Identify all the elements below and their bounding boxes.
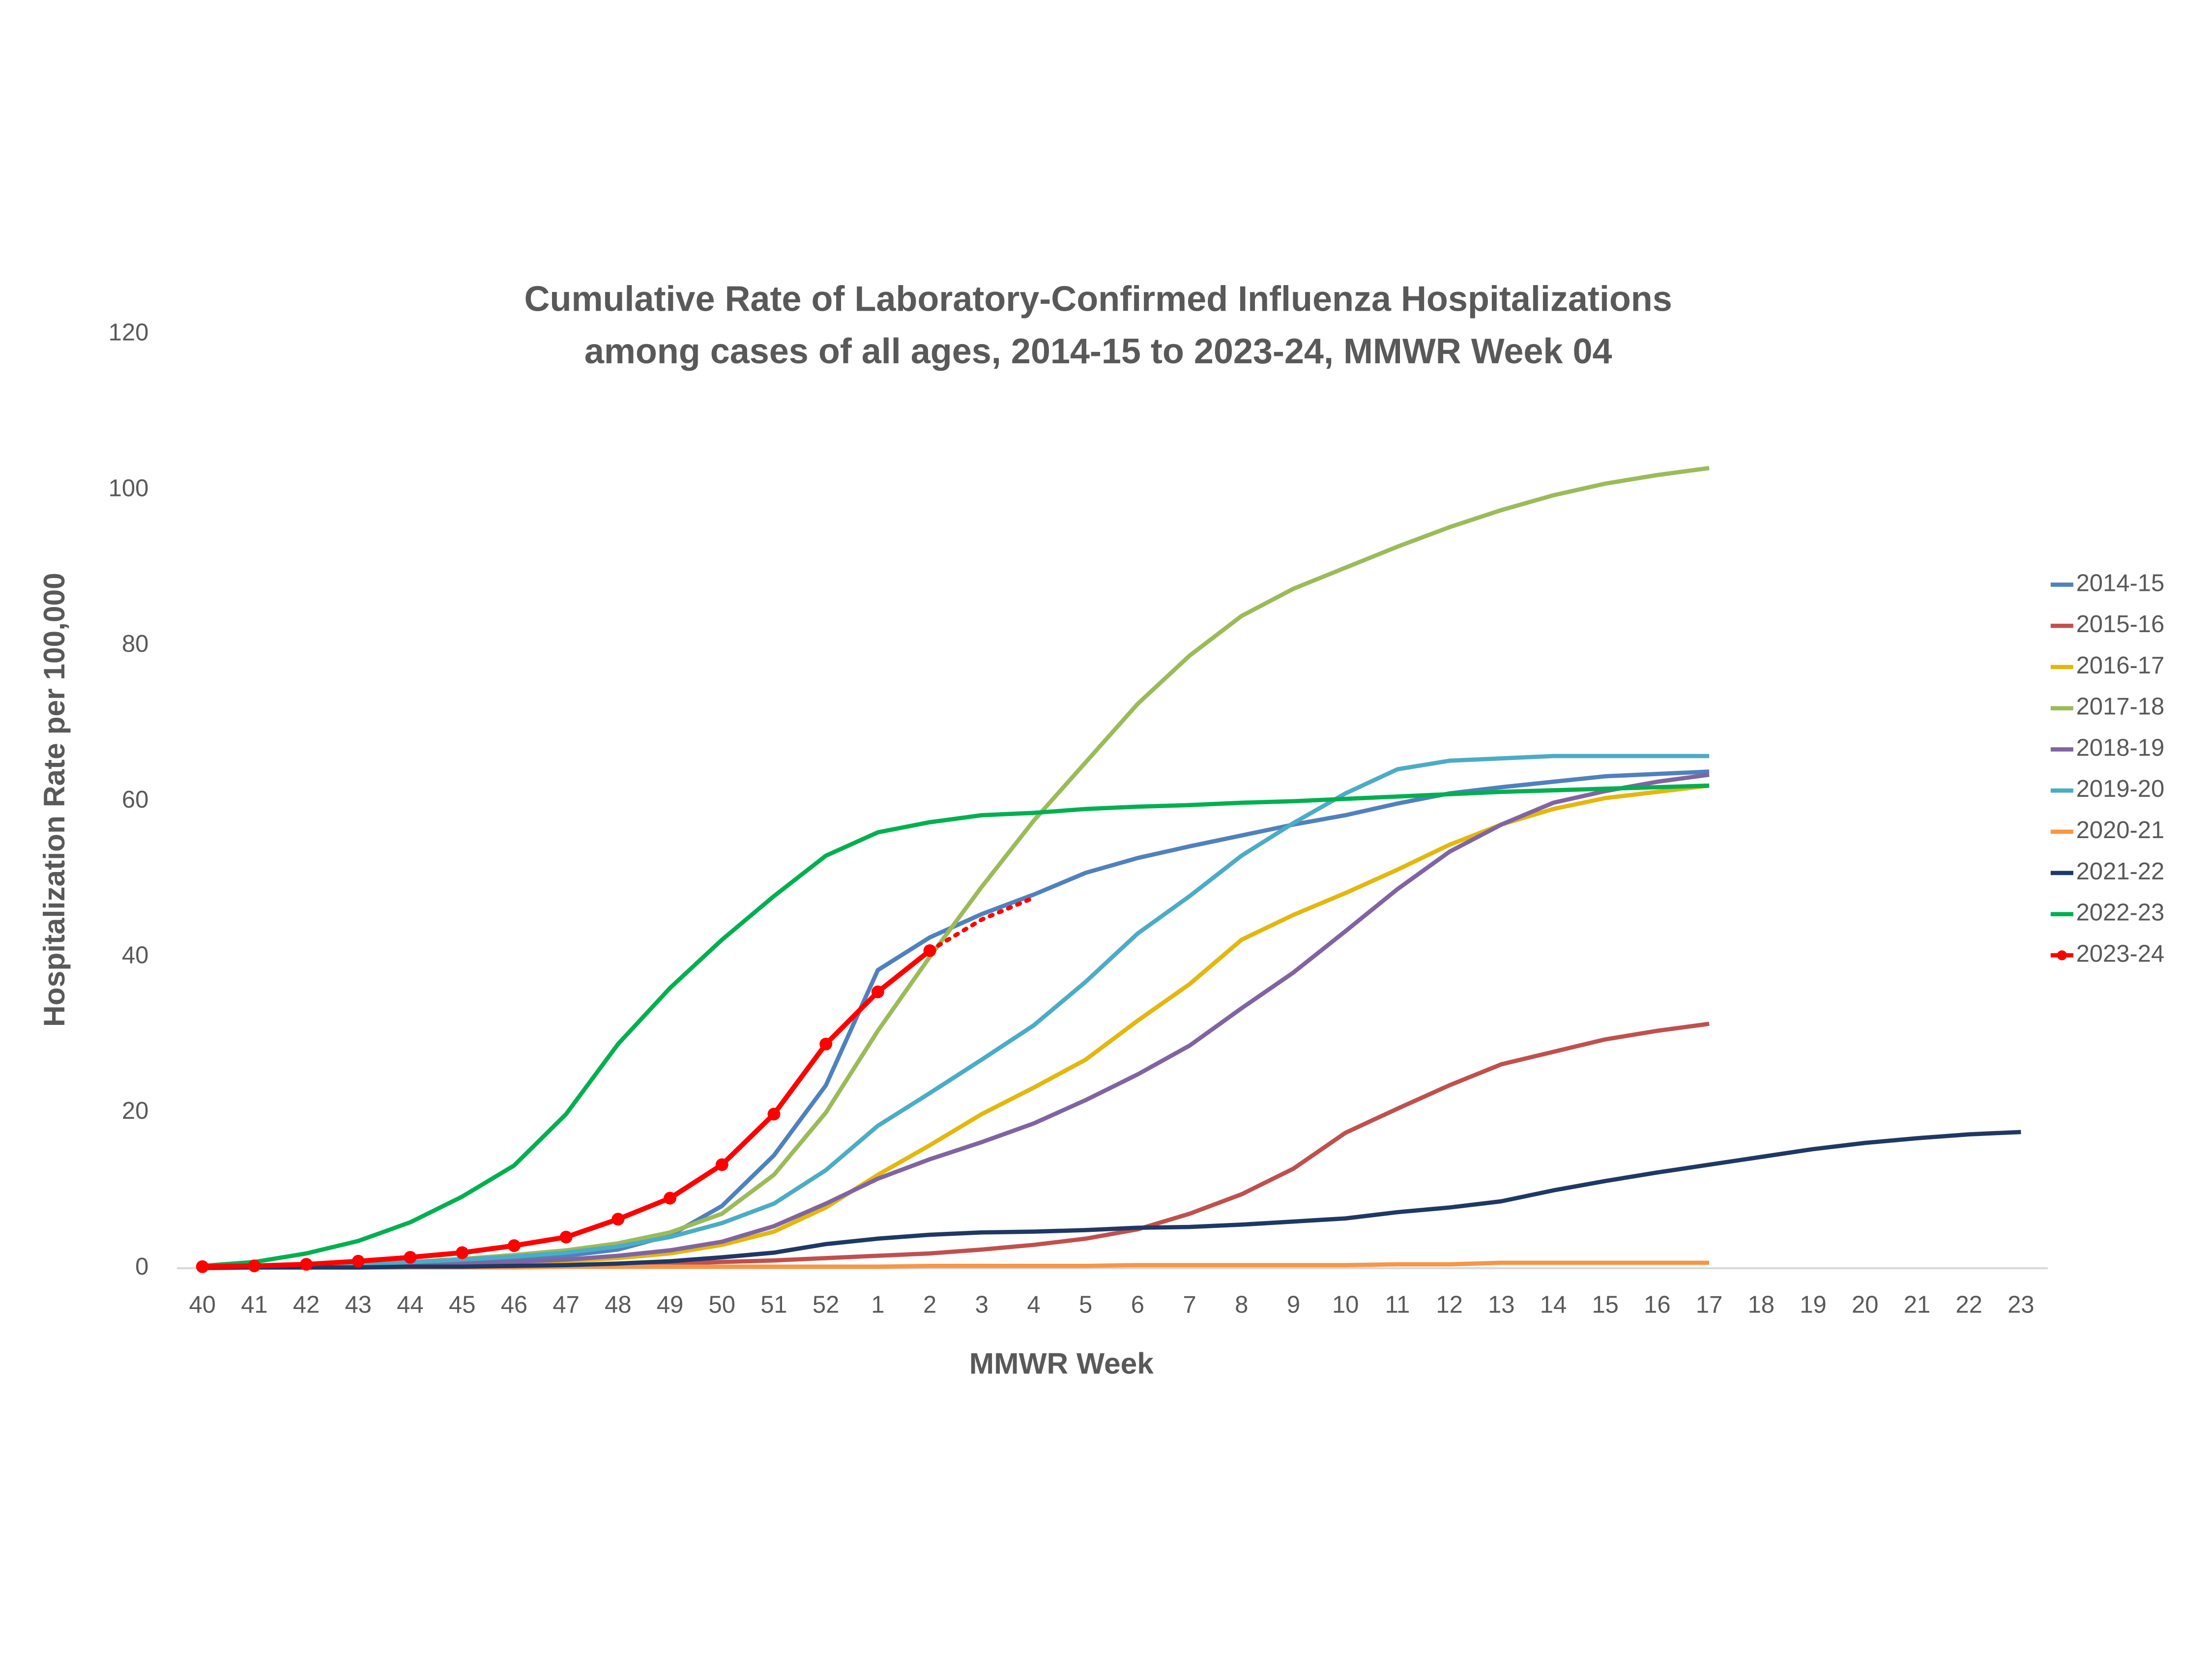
legend-marker	[2057, 950, 2067, 960]
y-tick-label: 40	[122, 942, 148, 969]
x-tick-label: 7	[1183, 1292, 1196, 1318]
x-tick-label: 46	[501, 1292, 527, 1318]
series-line	[202, 754, 1710, 1270]
data-point	[819, 1038, 833, 1050]
x-tick-label: 23	[2008, 1292, 2034, 1318]
legend-label: 2017-18	[2076, 694, 2165, 720]
series-line-dotted	[928, 895, 1036, 953]
x-tick-label: 6	[1131, 1292, 1144, 1318]
y-tick-label: 80	[122, 631, 148, 657]
x-tick-label: 14	[1540, 1292, 1567, 1318]
legend-label: 2018-19	[2076, 734, 2165, 761]
x-tick-label: 5	[1079, 1292, 1092, 1318]
x-tick-label: 52	[813, 1292, 839, 1318]
data-point	[715, 1158, 728, 1171]
data-point	[351, 1254, 365, 1268]
x-tick-label: 19	[1800, 1292, 1826, 1318]
x-tick-label: 40	[189, 1292, 215, 1318]
series-line	[202, 772, 1710, 1270]
data-point	[559, 1230, 573, 1244]
data-point	[248, 1259, 261, 1273]
chart-title: among cases of all ages, 2014-15 to 2023…	[584, 332, 1612, 371]
legend-label: 2019-20	[2076, 776, 2165, 802]
chart-title: Cumulative Rate of Laboratory-Confirmed …	[524, 280, 1672, 319]
series-line	[202, 783, 1710, 1268]
x-tick-label: 41	[241, 1292, 267, 1318]
x-tick-label: 21	[1904, 1292, 1930, 1318]
y-tick-label: 0	[135, 1253, 148, 1280]
legend-label: 2014-15	[2076, 570, 2165, 596]
x-tick-label: 42	[293, 1292, 320, 1318]
x-tick-label: 49	[657, 1292, 683, 1318]
x-tick-label: 48	[605, 1292, 631, 1318]
legend-label: 2021-22	[2076, 858, 2165, 885]
y-tick-label: 100	[109, 475, 149, 501]
data-point	[871, 985, 884, 998]
y-axis-title: Hospitalization Rate per 100,000	[37, 573, 71, 1027]
x-tick-label: 2	[923, 1292, 936, 1318]
x-tick-label: 8	[1235, 1292, 1248, 1318]
legend-label: 2016-17	[2076, 652, 2165, 679]
data-point	[507, 1239, 521, 1252]
data-point	[664, 1192, 676, 1205]
x-tick-label: 22	[1955, 1292, 1982, 1318]
x-tick-label: 1	[871, 1292, 884, 1318]
x-tick-label: 20	[1852, 1292, 1878, 1318]
legend-label: 2015-16	[2076, 611, 2165, 638]
y-tick-label: 20	[122, 1098, 148, 1124]
legend-label: 2022-23	[2076, 900, 2165, 926]
x-axis-title: MMWR Week	[969, 1347, 1154, 1380]
x-tick-label: 45	[449, 1292, 475, 1318]
x-tick-label: 47	[553, 1292, 579, 1318]
y-tick-label: 60	[122, 786, 148, 813]
data-point	[456, 1246, 469, 1259]
data-point	[923, 944, 936, 957]
x-tick-label: 12	[1436, 1292, 1462, 1318]
data-point	[404, 1251, 417, 1264]
x-tick-label: 9	[1287, 1292, 1300, 1318]
data-point	[767, 1107, 781, 1121]
data-point	[300, 1258, 313, 1271]
x-tick-label: 3	[975, 1292, 989, 1318]
data-point	[196, 1260, 209, 1273]
x-tick-label: 10	[1332, 1292, 1359, 1318]
series-line	[202, 1130, 2021, 1270]
legend-label: 2020-21	[2076, 817, 2165, 844]
x-tick-label: 43	[345, 1292, 372, 1318]
x-tick-label: 50	[709, 1292, 735, 1318]
x-tick-label: 13	[1488, 1292, 1514, 1318]
x-tick-label: 15	[1592, 1292, 1618, 1318]
x-tick-label: 44	[397, 1292, 423, 1318]
data-point	[611, 1213, 625, 1226]
x-tick-label: 11	[1385, 1292, 1410, 1318]
legend-label: 2023-24	[2076, 940, 2165, 967]
x-tick-label: 17	[1696, 1292, 1722, 1318]
x-tick-label: 18	[1748, 1292, 1775, 1318]
x-tick-label: 16	[1644, 1292, 1670, 1318]
x-tick-label: 4	[1027, 1292, 1040, 1318]
x-tick-label: 51	[760, 1292, 787, 1318]
y-tick-label: 120	[109, 320, 149, 346]
